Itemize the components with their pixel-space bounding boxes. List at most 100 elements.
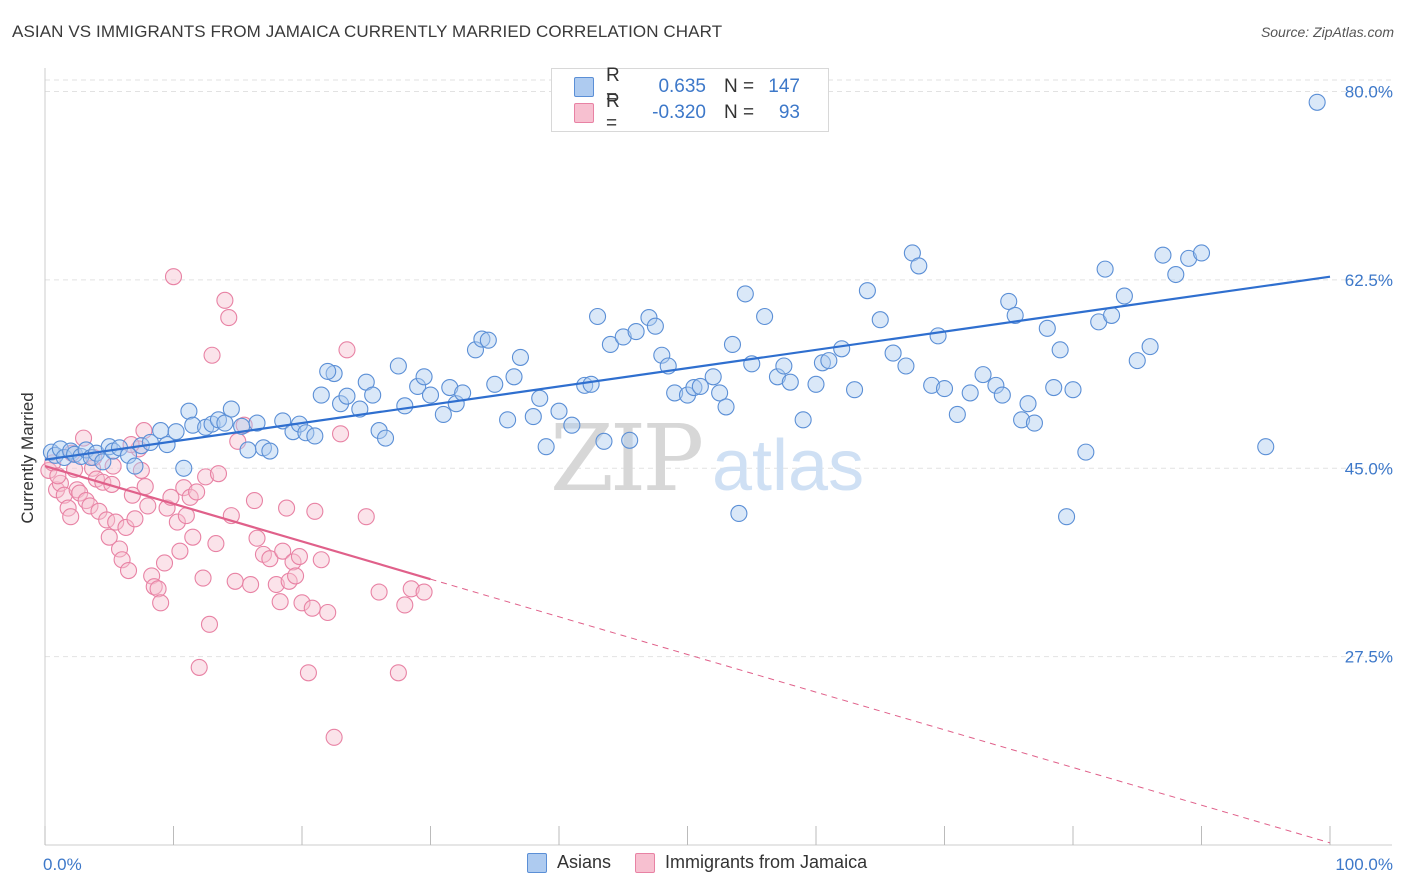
asian-point [813,354,831,372]
jamaica-point [303,599,321,617]
asian-point [1128,352,1146,370]
asian-point [935,380,954,398]
asian-point [794,411,812,429]
asian-point [338,387,356,405]
asian-point [486,375,504,393]
asian-point [473,330,491,348]
jamaica-point [149,580,167,598]
jamaica-point [220,309,238,327]
asian-point [653,346,671,364]
jamaica-point [216,291,234,309]
legend-item-jamaica[interactable]: Immigrants from Jamaica [635,852,867,873]
asian-point [845,381,864,399]
asian-point [297,424,315,442]
asian-point [261,442,279,460]
watermark-atlas: atlas [712,426,864,506]
legend-n-label: N = [724,76,755,97]
legend-item-asians[interactable]: Asians [527,852,611,873]
jamaica-point [261,550,279,568]
tick-labels: 27.5% 45.0% 62.5% 80.0% 0.0% 100.0% [43,83,1393,874]
asian-point [1058,508,1076,526]
asian-point [974,366,992,384]
jamaica-point [274,542,292,560]
y-tick-label: 62.5% [1345,271,1393,290]
y-tick-label: 45.0% [1345,459,1393,478]
asian-point [627,323,645,341]
asian-point [306,427,324,445]
asian-point [614,328,632,346]
jamaica-point [194,569,212,587]
asian-point [1308,93,1326,111]
y-tick-label: 27.5% [1345,648,1393,667]
asian-point [94,453,112,471]
x-tick-label-max: 100.0% [1335,855,1393,874]
jamaica-point [152,594,170,612]
chart-title: ASIAN VS IMMIGRANTS FROM JAMAICA CURRENT… [12,22,723,41]
asian-point [1103,306,1121,324]
jamaica-point [207,535,225,553]
asian-point [595,432,613,450]
jamaica-point [290,547,308,566]
asian-point [434,405,452,423]
jamaica-point [293,594,311,612]
asian-point [312,386,330,404]
jamaica-point [306,502,324,520]
asian-point [126,457,144,475]
jamaica-point [271,593,289,611]
legend-row-jamaica: R = -0.320 N = 93 [574,91,800,134]
asian-point [511,348,530,366]
legend-swatch-blue [574,77,594,97]
jamaica-point [200,615,219,633]
asian-point [396,397,414,415]
asian-point [216,414,234,432]
asian-trend-line [44,275,1331,461]
asian-point [158,436,176,454]
jamaica-point [126,510,144,528]
jamaica-point [267,575,285,594]
asian-point [1019,395,1037,413]
trend-lines [44,275,1331,844]
asian-point [666,384,684,402]
jamaica-point [319,603,337,622]
asian-point [389,357,407,375]
asian-point [640,309,658,327]
asian-point [1064,381,1082,399]
watermark: ZIP atlas [550,405,864,512]
jamaica-point [370,583,388,601]
asian-point [441,378,459,397]
asian-point [833,340,851,358]
asian-point [1192,244,1211,262]
asian-point [987,376,1005,394]
jamaica-point [117,518,135,537]
jamaica-trend-extension [430,578,1331,844]
jamaica-point [338,341,356,359]
asian-point [364,386,382,404]
jamaica-point [226,572,244,590]
jamaica-point [136,478,154,496]
jamaica-point [357,508,375,526]
jamaica-points [40,268,433,746]
asian-point [180,402,198,420]
asian-point [499,411,517,429]
asian-point [646,317,664,335]
asian-point [723,335,742,354]
chart-source: Source: ZipAtlas.com [1260,24,1394,40]
asian-point [421,386,440,404]
asian-point [775,357,793,375]
asian-point [884,344,902,362]
jamaica-point [110,540,129,558]
legend-swatch-pink [635,852,656,873]
jamaica-point [155,554,174,572]
asian-point [1077,443,1095,461]
asian-point [820,352,838,370]
asian-point [1051,341,1069,359]
jamaica-point [389,664,407,682]
asian-point [1013,411,1031,429]
asian-point [376,429,395,447]
asian-point [409,377,427,396]
legend-n-value: 93 [778,102,800,123]
asian-point [691,377,709,396]
series-legend: Asians Immigrants from Jamaica [527,852,891,873]
asian-point [1096,260,1114,278]
